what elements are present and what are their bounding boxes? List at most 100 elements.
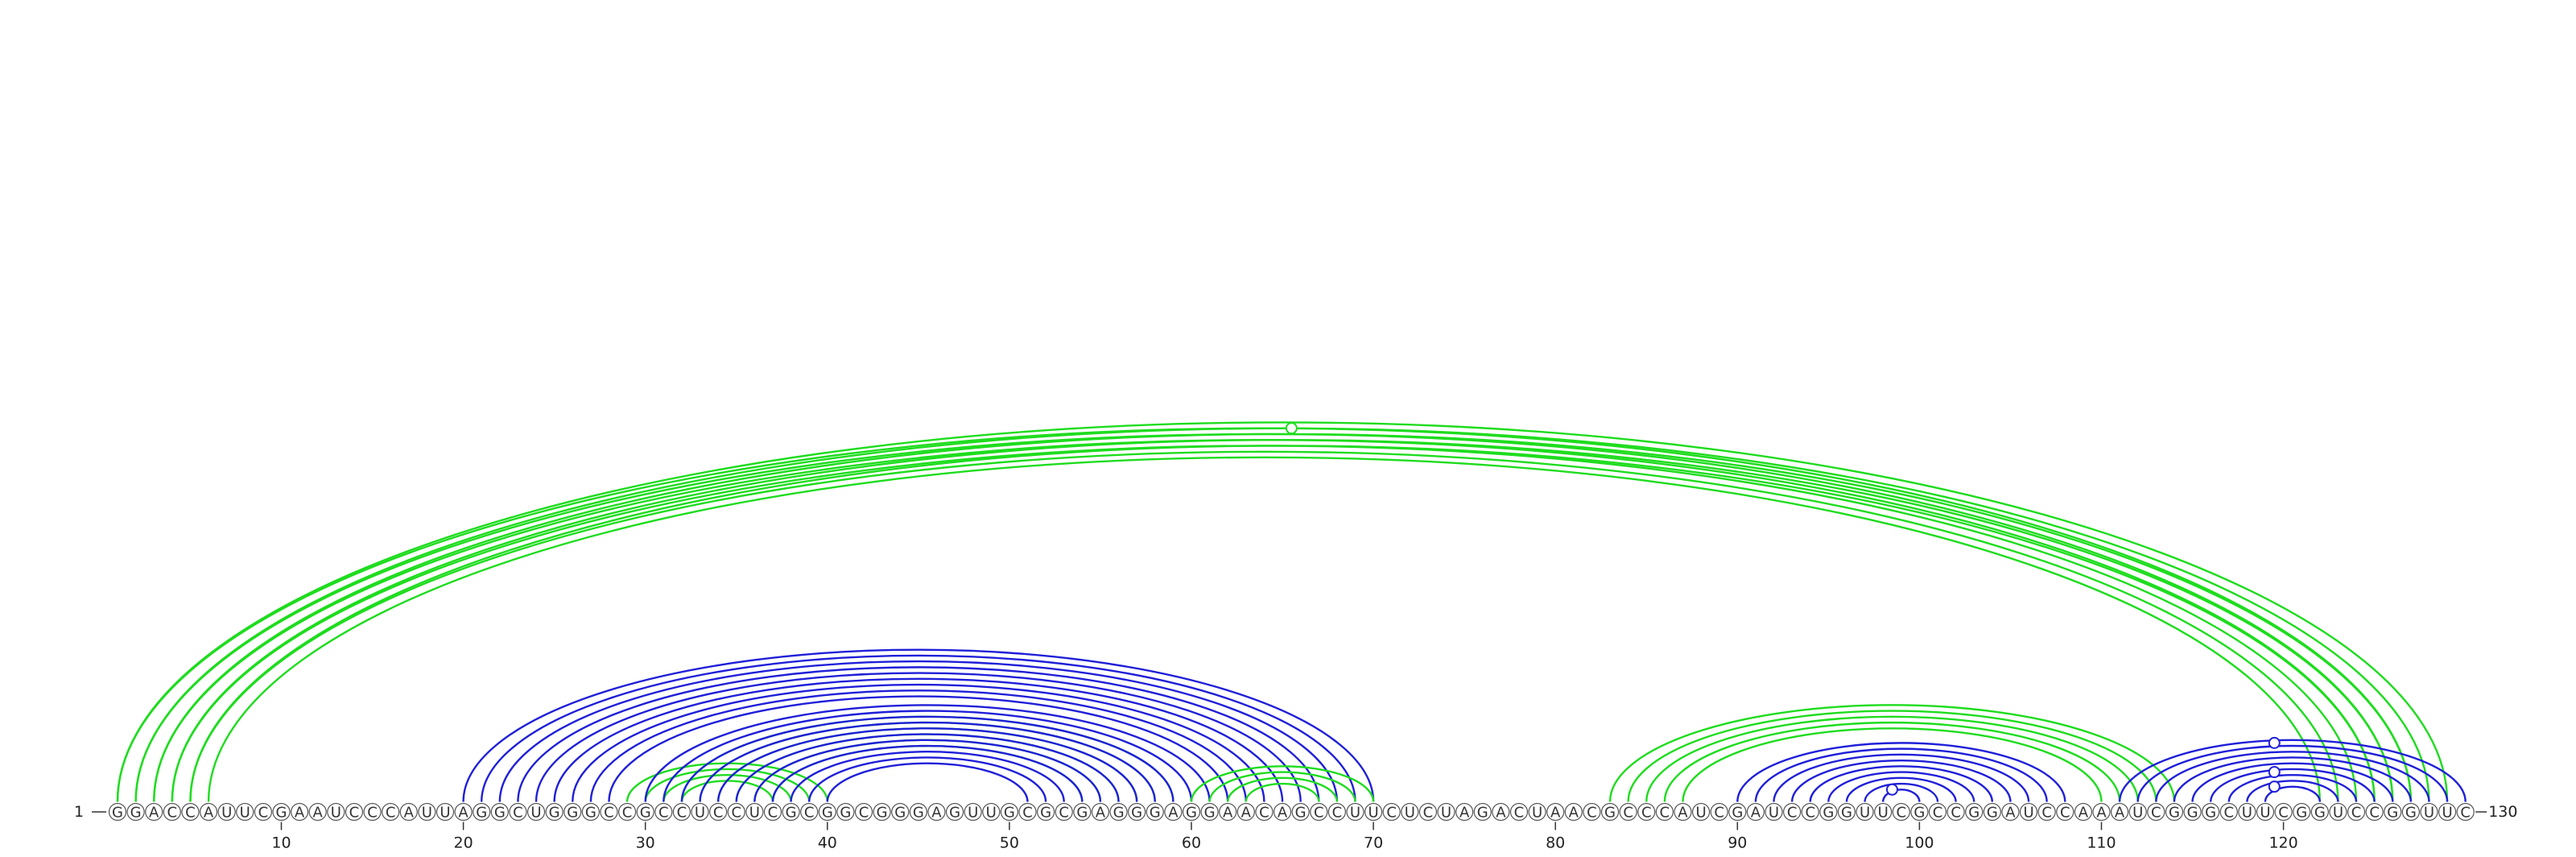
nucleotide-letter: U: [749, 805, 760, 822]
nucleotide-circle: [526, 802, 546, 822]
nucleotide-letter: A: [1096, 805, 1106, 822]
nucleotide-letter: U: [968, 805, 978, 822]
nucleotide-letter: C: [604, 805, 614, 822]
nucleotide-letter: U: [2242, 805, 2252, 822]
nucleotide-letter: C: [513, 805, 523, 822]
nucleotide-circle: [745, 802, 764, 822]
base-pair-arc-blue: [572, 683, 1265, 802]
nucleotide-circle: [236, 802, 254, 822]
nucleotide-circle: [1037, 802, 1055, 822]
nucleotide-circle: [2256, 802, 2275, 822]
base-pair-arc-blue: [2209, 768, 2376, 802]
nucleotide-letter: C: [622, 805, 633, 822]
nucleotide-letter: G: [1076, 805, 1088, 822]
base-pair-arc-green: [1627, 710, 2157, 802]
nucleotide-letter: A: [1550, 805, 1561, 822]
nucleotide-letter: C: [1933, 805, 1943, 822]
nucleotide-circle: [654, 802, 673, 822]
nucleotide-letter: G: [1987, 805, 1998, 822]
base-pair-arc-blue: [1881, 789, 1921, 802]
nucleotide-letter: G: [1004, 805, 1015, 822]
base-pair-arc-blue: [807, 756, 1047, 802]
nucleotide-circle: [836, 802, 855, 822]
nucleotide-letter: G: [1295, 805, 1307, 822]
nucleotide-circle: [1509, 802, 1529, 822]
nucleotide-letter: U: [1695, 805, 1706, 822]
nucleotide-letter: C: [1805, 805, 1815, 822]
nucleotide-letter: G: [549, 805, 560, 822]
nucleotide-letter: A: [2005, 805, 2016, 822]
nucleotide-letter: G: [1113, 805, 1125, 822]
nucleotide-letter: A: [2096, 805, 2107, 822]
nucleotide-letter: C: [2278, 805, 2289, 822]
base-pair-arc-blue: [608, 695, 1229, 802]
base-pair-arc-blue: [2264, 785, 2322, 802]
nucleotide-letter: A: [295, 805, 305, 822]
nucleotide-letter: A: [1569, 805, 1579, 822]
base-pair-arc-blue: [2227, 773, 2358, 802]
nucleotide-circle: [1073, 802, 1092, 822]
nucleotide-letter: U: [1769, 805, 1779, 822]
nucleotide-circle: [2456, 802, 2475, 822]
nucleotide-circle: [2401, 802, 2420, 822]
nucleotide-letter: C: [1587, 805, 1597, 822]
nucleotide-letter: G: [585, 805, 597, 822]
nucleotide-letter: A: [404, 805, 415, 822]
nucleotide-circle: [818, 802, 836, 822]
nucleotide-letter: G: [476, 805, 487, 822]
nucleotide-letter: C: [167, 805, 178, 822]
nucleotide-letter: A: [1278, 805, 1288, 822]
nucleotide-letter: G: [877, 805, 888, 822]
base-pair-arc-green: [1608, 704, 2176, 802]
nucleotide-circle: [1219, 802, 1237, 822]
base-pair-arc-blue: [735, 733, 1120, 802]
nucleotide-circle: [254, 802, 272, 822]
nucleotide-circle: [345, 802, 364, 822]
nucleotide-letter: A: [1168, 805, 1179, 822]
base-pair-arc-blue: [680, 715, 1174, 802]
base-pair-arc-green: [1645, 715, 2139, 802]
nucleotide-circle: [163, 802, 181, 822]
nucleotide-letter: C: [1623, 805, 1633, 822]
base-pair-arc-blue: [1773, 753, 2030, 802]
base-pair-arc-green: [644, 768, 811, 802]
nucleotide-circle: [2329, 802, 2347, 822]
base-pair-arc-green: [1227, 776, 1339, 802]
nucleotide-letter: C: [185, 805, 196, 822]
nucleotide-letter: C: [1259, 805, 1269, 822]
nucleotide-letter: A: [1459, 805, 1470, 822]
nucleotide-letter: G: [2169, 805, 2180, 822]
nucleotide-circle: [217, 802, 236, 822]
nucleotide-letter: C: [1641, 805, 1652, 822]
nucleotide-letter: U: [1532, 805, 1542, 822]
nucleotide-circle: [1637, 802, 1656, 822]
nucleotide-circle: [1674, 802, 1692, 822]
tick-label: 70: [1364, 834, 1383, 852]
nucleotide-circle: [545, 802, 564, 822]
nucleotide-circle: [636, 802, 654, 822]
nucleotide-circle: [1837, 802, 1856, 822]
base-pair-arc-green: [134, 433, 2394, 802]
base-pair-arcs: [116, 421, 2467, 802]
nucleotide-letter: U: [440, 805, 450, 822]
nucleotide-circle: [891, 802, 910, 822]
base-pair-arc-blue: [2118, 739, 2467, 802]
base-pair-arc-blue: [2173, 756, 2413, 802]
nucleotide-circle: [1200, 802, 1219, 822]
nucleotide-letter: C: [768, 805, 778, 822]
position-axis: 10 20 30 40 50 60 70 80 90 100 110 120: [271, 822, 2298, 852]
nucleotide-letter: A: [204, 805, 214, 822]
base-pair-arc-green: [116, 427, 2413, 802]
nucleotide-circle: [964, 802, 982, 822]
nucleotide-circle: [1819, 802, 1838, 822]
loop-marker-green: [1285, 422, 1298, 435]
nucleotide-letter: C: [677, 805, 687, 822]
base-pair-arc-blue: [790, 751, 1065, 802]
nucleotide-circle: [436, 802, 455, 822]
base-pair-arc-blue: [589, 689, 1248, 802]
nucleotide-letter: C: [1386, 805, 1397, 822]
nucleotide-letter: A: [2115, 805, 2125, 822]
nucleotide-circle: [709, 802, 728, 822]
nucleotide-circle: [199, 802, 218, 822]
nucleotide-letter: U: [2132, 805, 2143, 822]
